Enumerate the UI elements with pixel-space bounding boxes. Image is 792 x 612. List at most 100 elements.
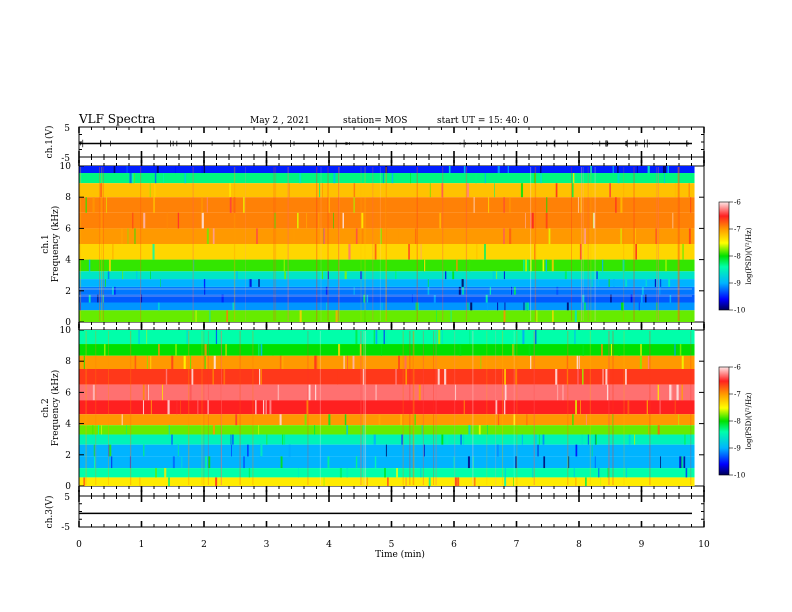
spectrogram-texture-stripe (113, 286, 116, 295)
spectrogram-texture-stripe (83, 477, 86, 486)
spectrogram-broadband-stripe (409, 331, 411, 485)
spectrogram-texture-stripe (445, 271, 447, 280)
spectrogram-broadband-stripe (307, 331, 309, 485)
spectrogram-texture-stripe (362, 425, 365, 435)
spectrogram-broadband-stripe (516, 331, 518, 485)
spectrogram-broadband-stripe (379, 167, 381, 321)
spectrogram-texture-stripe (206, 228, 209, 244)
ch2-spec-ylabel-frequency: Frequency (kHz) (50, 370, 61, 447)
spectrogram-texture-stripe (424, 259, 426, 272)
spectrogram-texture-stripe (510, 286, 512, 295)
spectrogram-texture-stripe (460, 434, 462, 445)
spectrogram-empty-region (694, 166, 704, 322)
spectrogram-texture-stripe (450, 310, 452, 322)
spectrogram-texture-stripe (121, 228, 123, 244)
spectrogram-texture-stripe (374, 244, 377, 260)
spectrogram-texture-stripe (258, 344, 260, 356)
spectrogram-texture-stripe (88, 294, 91, 303)
spectrogram-texture-stripe (660, 456, 662, 469)
spectrogram-texture-stripe (674, 400, 676, 415)
spectrogram-texture-stripe (530, 212, 532, 229)
spectrogram-texture-stripe (260, 369, 263, 385)
spectrogram-broadband-stripe (678, 167, 680, 321)
spectrogram-texture-stripe (127, 228, 129, 244)
ch2-spectrogram-panel: 10 8 6 4 2 0 ch.2 Frequency (kHz) (41, 326, 705, 492)
spectrogram-texture-stripe (467, 302, 469, 311)
spectrogram-texture-stripe (88, 259, 91, 272)
spectrogram-texture-stripe (620, 197, 623, 213)
spectrogram-texture-stripe (572, 414, 574, 426)
spectrogram-broadband-stripe (465, 167, 468, 321)
spectrogram-ytick-label: 6 (65, 388, 71, 398)
spectrogram-broadband-stripe (486, 331, 488, 485)
spectrogram-broadband-stripe (422, 331, 424, 485)
spectrogram-texture-stripe (472, 456, 474, 469)
spectrogram-texture-stripe (97, 425, 100, 435)
spectrogram-texture-stripe (258, 425, 260, 435)
spectrogram-texture-stripe (158, 244, 160, 260)
spectrogram-texture-stripe (492, 271, 495, 280)
spectrogram-texture-stripe (523, 259, 525, 272)
spectrogram-texture-stripe (102, 294, 104, 303)
spectrogram-broadband-stripe (338, 167, 340, 321)
spectrogram-band (79, 286, 695, 295)
spectrogram-texture-stripe (444, 369, 447, 385)
x-tick-label: 9 (639, 540, 645, 550)
spectrogram-texture-stripe (383, 330, 385, 345)
spectrogram-texture-stripe (106, 197, 107, 213)
spectrogram-texture-stripe (343, 355, 345, 369)
spectrogram-texture-stripe (212, 369, 214, 385)
spectrogram-texture-stripe (595, 434, 597, 445)
spectrogram-texture-stripe (538, 434, 540, 445)
spectrogram-texture-stripe (189, 355, 192, 369)
spectrogram-texture-stripe (281, 355, 284, 369)
spectrogram-texture-stripe (630, 294, 633, 303)
spectrogram-texture-stripe (504, 369, 506, 385)
spectrogram-broadband-stripe (435, 331, 437, 485)
spectrogram-texture-stripe (273, 271, 276, 280)
spectrogram-texture-stripe (458, 286, 461, 295)
spectrogram-texture-stripe (659, 400, 661, 415)
spectrogram-texture-stripe (454, 477, 457, 486)
spectrogram-broadband-stripe (239, 331, 241, 485)
colorbar-tick-label: -10 (734, 307, 745, 315)
spectrogram-texture-stripe (577, 197, 579, 213)
spectrogram-texture-stripe (503, 271, 505, 280)
spectrogram-broadband-stripe (582, 167, 584, 321)
spectrogram-texture-stripe (579, 244, 582, 260)
spectrogram-texture-stripe (531, 212, 534, 229)
panel-separator-ticks (78, 126, 705, 528)
station-label: station= MOS (343, 116, 407, 126)
ch3-waveform-panel: 5 -5 ch.3(V) (44, 493, 705, 533)
spectrogram-texture-stripe (203, 279, 206, 287)
spectrogram-texture-stripe (132, 212, 134, 229)
spectrogram-band (79, 244, 695, 260)
spectrogram-texture-stripe (485, 294, 488, 303)
spectrogram-texture-stripe (247, 444, 249, 457)
spectrogram-texture-stripe (107, 271, 110, 280)
spectrogram-broadband-stripe (102, 167, 104, 321)
spectrogram-texture-stripe (528, 344, 531, 356)
spectrogram-texture-stripe (453, 456, 455, 469)
colorbar-tick-label: -6 (734, 199, 741, 207)
spectrogram-texture-stripe (418, 384, 421, 401)
spectrogram-texture-stripe (223, 369, 226, 385)
spectrogram-texture-stripe (272, 355, 274, 369)
spectrogram-band (79, 384, 695, 401)
spectrogram-broadband-stripe (192, 167, 194, 321)
spectrogram-broadband-stripe (677, 167, 679, 321)
spectrogram-texture-stripe (441, 434, 444, 445)
spectrogram-texture-stripe (574, 330, 576, 345)
spectrogram-texture-stripe (606, 384, 609, 401)
spectrogram-texture-stripe (157, 302, 160, 311)
spectrogram-band (79, 294, 695, 303)
x-tick-label: 1 (139, 540, 145, 550)
spectrogram-broadband-stripe (140, 167, 142, 321)
spectrogram-texture-stripe (342, 212, 344, 229)
spectrogram-texture-stripe (655, 228, 657, 244)
spectrogram-texture-stripe (93, 444, 95, 457)
spectrogram-texture-stripe (212, 228, 215, 244)
spectrogram-ytick-label: 6 (65, 224, 71, 234)
spectrogram-texture-stripe (353, 286, 355, 295)
spectrogram-texture-stripe (602, 369, 604, 385)
